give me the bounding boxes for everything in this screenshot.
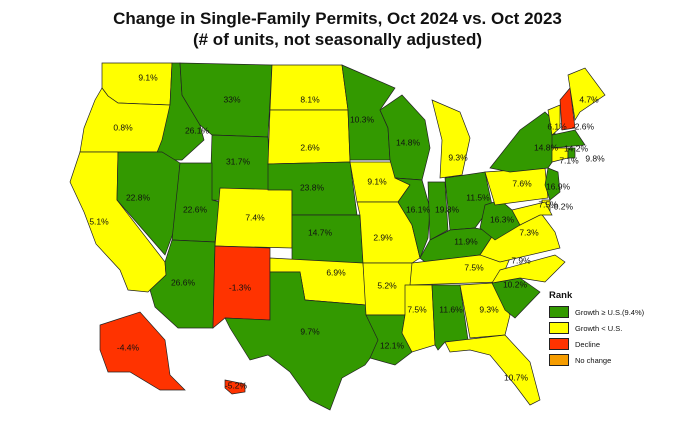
state-label-vt: 6.1% [547, 121, 567, 131]
state-md [511, 201, 553, 226]
state-nc [491, 254, 566, 284]
state-vt [547, 104, 561, 136]
state-label-fl: 10.7% [504, 372, 529, 382]
legend-label: No change [575, 355, 612, 365]
legend-label: Growth ≥ U.S.(9.4%) [575, 307, 645, 317]
state-label-mo: 2.9% [373, 232, 393, 242]
state-label-in: 19.8% [435, 204, 460, 214]
map-subtitle: (# of units, not seasonally adjusted) [192, 30, 483, 49]
legend-item: No change [549, 352, 661, 368]
state-label-ms: 7.5% [407, 304, 427, 314]
state-label-de: 7.5% [538, 199, 558, 209]
state-label-or: 0.8% [113, 122, 133, 132]
state-nh [559, 87, 576, 131]
state-label-ok: 6.9% [326, 267, 346, 277]
state-label-id: 26.1% [185, 125, 210, 135]
state-fl [444, 334, 541, 406]
state-hi [224, 379, 246, 395]
state-label-az: 26.6% [171, 277, 196, 287]
state-label-nv: 22.8% [126, 192, 151, 202]
legend-item: Growth ≥ U.S.(9.4%) [549, 304, 661, 320]
state-label-wv: 16.3% [490, 214, 515, 224]
state-label-il: 16.1% [406, 204, 431, 214]
state-label-md: -0.2% [551, 201, 574, 211]
state-ga [459, 282, 511, 339]
state-label-ri: 9.8% [585, 153, 605, 163]
state-in [427, 181, 449, 241]
state-wa [101, 62, 173, 106]
legend-item: Growth < U.S. [549, 320, 661, 336]
state-ak [99, 311, 186, 391]
state-label-sd: 2.6% [300, 142, 320, 152]
state-label-ar: 5.2% [377, 280, 397, 290]
state-label-ga: 9.3% [479, 304, 499, 314]
state-label-hi: -5.2% [225, 380, 248, 390]
state-tx [224, 271, 381, 411]
state-label-nj: 16.9% [546, 181, 571, 191]
legend-swatch-no-change [549, 354, 569, 366]
state-label-mi: 9.3% [448, 152, 468, 162]
state-label-tn: 7.5% [464, 262, 484, 272]
legend-label: Decline [575, 339, 601, 349]
state-label-sc: 10.2% [503, 279, 528, 289]
state-mi [431, 99, 471, 179]
state-ks [291, 214, 364, 264]
state-label-me: 4.7% [579, 94, 599, 104]
state-label-ne: 23.8% [300, 182, 325, 192]
state-label-al: 11.6% [439, 304, 463, 314]
state-value-labels: 9.1% 0.8% 5.1% 26.1% 22.8% 33% 31.7% 22.6% 7.4% 2… [89, 72, 605, 390]
map-title: Change in Single-Family Permits, Oct 202… [0, 8, 675, 50]
state-label-oh: 11.5% [466, 192, 490, 202]
state-label-ca: 5.1% [89, 216, 109, 226]
state-label-nh: -2.6% [572, 121, 595, 131]
state-me [567, 67, 606, 121]
state-label-nd: 8.1% [300, 94, 320, 104]
legend-swatch-growth-below [549, 322, 569, 334]
state-label-ct: 7.1% [559, 155, 579, 165]
state-label-wy: 31.7% [226, 156, 251, 166]
state-label-pa: 7.6% [512, 178, 532, 188]
state-sd [267, 109, 351, 165]
state-label-ut: 22.6% [183, 204, 208, 214]
state-ma [551, 129, 586, 149]
state-label-wi: 14.8% [396, 137, 421, 147]
state-shapes [69, 62, 606, 411]
state-label-nc: 7.9% [511, 255, 531, 265]
state-ri [567, 147, 576, 159]
state-label-ia: 9.1% [367, 176, 387, 186]
state-label-ak: -4.4% [117, 342, 140, 352]
state-label-co: 7.4% [245, 212, 265, 222]
legend-label: Growth < U.S. [575, 323, 623, 333]
legend-title: Rank [549, 290, 573, 301]
state-label-mt: 33% [223, 94, 240, 104]
legend-item: Decline [549, 336, 661, 352]
state-label-mn: 10.3% [350, 114, 375, 124]
state-label-ny: 14.8% [534, 142, 559, 152]
state-label-ky: 11.9% [454, 236, 478, 246]
legend: Rank Growth ≥ U.S.(9.4%) Growth < U.S. D… [549, 290, 661, 368]
state-label-la: 12.1% [380, 340, 405, 350]
state-label-nm: -1.3% [229, 282, 252, 292]
state-label-va: 7.3% [519, 227, 539, 237]
state-label-wa: 9.1% [138, 72, 158, 82]
state-label-tx: 9.7% [300, 326, 320, 336]
state-label-ks: 14.7% [308, 227, 333, 237]
state-nj [544, 167, 561, 201]
legend-swatch-growth-above [549, 306, 569, 318]
state-ms [401, 284, 436, 353]
map-title-line1: Change in Single-Family Permits, Oct 202… [113, 9, 562, 28]
legend-swatch-decline [549, 338, 569, 350]
state-label-ma: 14.2% [564, 143, 589, 153]
